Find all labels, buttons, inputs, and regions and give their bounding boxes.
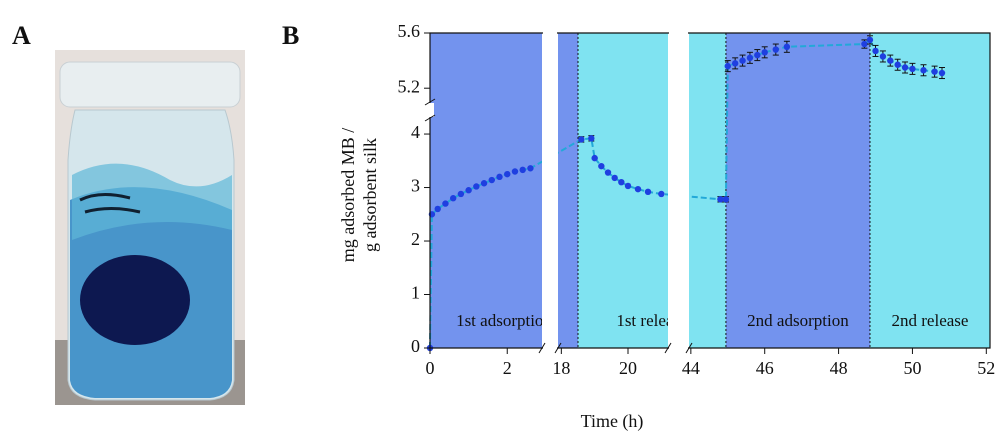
data-point (588, 135, 595, 142)
data-point (473, 183, 480, 190)
axis-break-gap (542, 29, 558, 354)
phase-region (869, 33, 990, 348)
y-tick-label: 3 (411, 176, 420, 196)
data-point (717, 196, 724, 203)
axis-break-gap (669, 345, 688, 351)
data-point (598, 162, 605, 170)
jar-photo (55, 50, 245, 405)
data-point (739, 57, 746, 64)
y-tick-label: 4 (411, 122, 420, 142)
data-point (511, 168, 519, 175)
data-point (920, 67, 927, 74)
y-tick-label: 1 (411, 283, 420, 303)
phase-label: 2nd release (892, 311, 969, 330)
x-tick-label: 2 (503, 358, 512, 378)
data-point (496, 173, 503, 181)
x-axis-label: Time (h) (581, 411, 644, 432)
data-point (644, 188, 652, 196)
y-axis-label: g adsorbent silk (360, 138, 380, 252)
plot-frame (429, 32, 991, 349)
data-point (611, 174, 618, 182)
axis-break-mark (424, 98, 436, 106)
x-tick-label: 50 (903, 358, 921, 378)
data-point (658, 190, 665, 198)
data-point (931, 68, 938, 75)
axis-break-mark (424, 114, 436, 122)
phase-region (725, 33, 870, 348)
data-point (465, 187, 472, 194)
y-tick-label: 5.2 (398, 76, 421, 96)
data-point (591, 154, 598, 162)
data-point (746, 54, 754, 62)
data-point (634, 185, 642, 193)
axis-break-mark (685, 342, 693, 354)
data-point (783, 43, 791, 50)
y-tick-label: 0 (411, 336, 420, 356)
panel-label: A (12, 21, 31, 50)
axis-break-gap (543, 30, 557, 36)
data-point (938, 69, 946, 77)
phase-region (578, 33, 726, 348)
axis-break-mark (538, 342, 546, 354)
data-point (861, 40, 868, 48)
data-point (457, 190, 465, 198)
x-tick-label: 52 (977, 358, 995, 378)
data-point (872, 47, 879, 55)
phase-label: 2nd adsorption (747, 311, 849, 330)
data-point (866, 36, 874, 44)
data-point (618, 178, 625, 186)
data-point (434, 205, 441, 213)
data-point (772, 46, 779, 53)
axis-break-gap (543, 345, 557, 351)
y-tick-label: 5.6 (398, 21, 421, 41)
x-tick-label: 0 (426, 358, 435, 378)
data-point (578, 136, 585, 143)
data-point (724, 62, 731, 70)
data-point (624, 182, 632, 190)
axis-break-mark (554, 342, 562, 354)
data-point (887, 57, 894, 64)
data-point (879, 53, 887, 60)
data-point (909, 65, 916, 73)
data-point (442, 200, 449, 207)
data-point (449, 195, 457, 202)
data-point (722, 196, 730, 203)
phase-label: 1st adsorption (456, 311, 552, 330)
data-point (604, 169, 612, 176)
x-tick-label: 48 (830, 358, 848, 378)
data-point (504, 170, 511, 178)
axis-break-gap (426, 103, 434, 117)
y-axis-label: mg adsorbed MB / (338, 128, 358, 263)
x-tick-label: 46 (756, 358, 774, 378)
x-tick-label: 44 (682, 358, 700, 378)
axis-break-gap (669, 30, 688, 36)
data-point (488, 176, 495, 184)
panel-label: B (282, 21, 299, 50)
y-tick-label: 2 (411, 229, 420, 249)
data-point (480, 180, 488, 187)
data-point (731, 60, 739, 67)
axis-break-gap (668, 29, 689, 354)
data-point (519, 166, 526, 174)
x-tick-label: 18 (552, 358, 570, 378)
x-tick-label: 20 (619, 358, 637, 378)
data-point (754, 51, 761, 59)
data-point (527, 165, 534, 172)
data-point (761, 49, 768, 56)
axis-break-mark (664, 342, 672, 354)
data-point (901, 64, 909, 71)
data-point (894, 61, 901, 68)
